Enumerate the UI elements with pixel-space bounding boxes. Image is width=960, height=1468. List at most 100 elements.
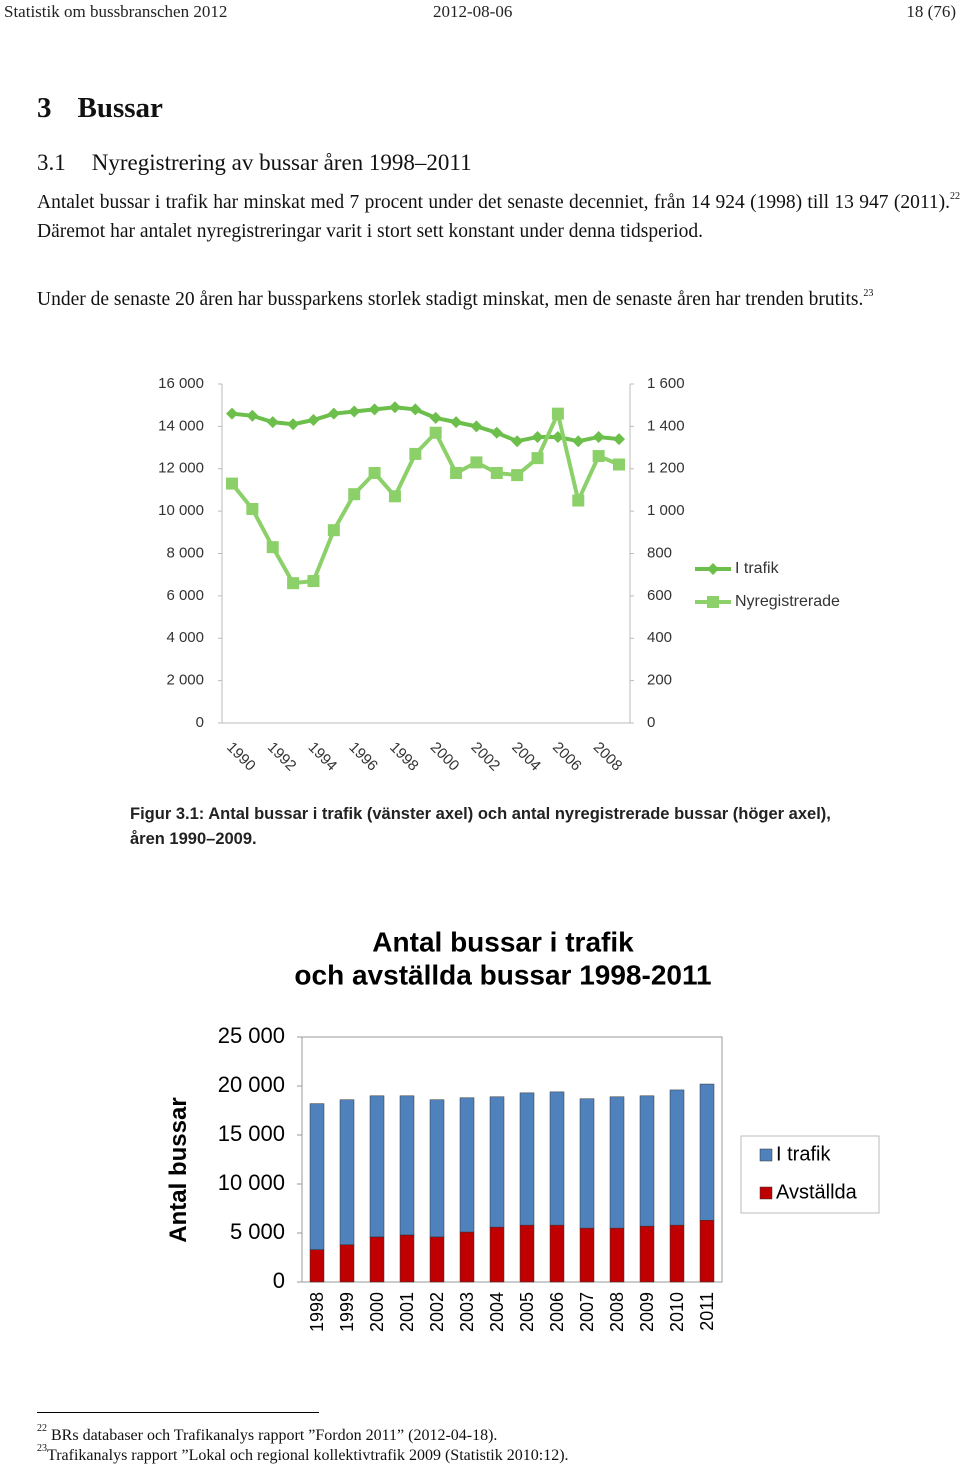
x-tick-label: 2002 <box>427 1292 447 1332</box>
y-tick-label: 12 000 <box>158 460 204 477</box>
text: Antalet bussar i trafik har minskat med … <box>37 192 950 213</box>
bar <box>519 1092 535 1226</box>
x-tick-label: 2007 <box>577 1292 597 1332</box>
marker <box>287 418 300 431</box>
x-tick-label: 2002 <box>468 739 504 775</box>
text: Däremot har antalet nyregistreringar var… <box>37 220 704 242</box>
x-tick-label: 2000 <box>427 739 463 775</box>
bar <box>339 1099 355 1246</box>
y-tick-label: 5 000 <box>230 1219 285 1244</box>
y-tick-label: 25 000 <box>218 1023 285 1048</box>
bar <box>549 1224 565 1283</box>
marker <box>388 401 401 414</box>
heading: 3 Bussar <box>37 92 163 125</box>
bar <box>639 1225 655 1283</box>
bar <box>699 1220 715 1283</box>
paragraph: Under de senaste 20 åren har bussparkens… <box>37 286 960 315</box>
x-tick-label: 2006 <box>549 739 585 775</box>
x-tick-label: 1998 <box>307 1292 327 1332</box>
bar <box>429 1236 445 1283</box>
y-axis-title: Antal bussar <box>165 1097 192 1242</box>
footnote-ref: 22 <box>950 191 960 202</box>
footnote: 23Trafikanalys rapport ”Lokal och region… <box>37 1444 569 1465</box>
x-tick-label: 2006 <box>547 1292 567 1332</box>
heading-number: 3 <box>37 92 52 124</box>
marker <box>348 405 361 418</box>
marker <box>226 477 238 490</box>
x-tick-label: 2008 <box>607 1292 627 1332</box>
x-tick-label: 2010 <box>667 1292 687 1332</box>
bar <box>399 1095 415 1236</box>
marker <box>287 577 300 590</box>
bar <box>519 1224 535 1283</box>
marker <box>429 411 442 424</box>
bar <box>339 1244 355 1283</box>
marker <box>572 435 585 448</box>
subheading: 3.1 Nyregistrering av bussar åren 1998–20… <box>37 150 472 176</box>
bar <box>549 1091 565 1226</box>
bar <box>579 1227 595 1283</box>
y-tick-label: 10 000 <box>158 502 204 519</box>
bar <box>579 1098 595 1229</box>
chart-title: Antal bussar i trafik <box>372 926 634 957</box>
text: Under de senaste 20 åren har bussparkens… <box>37 289 864 310</box>
marker <box>368 466 381 479</box>
marker <box>613 433 625 446</box>
bar <box>639 1095 655 1227</box>
y-tick-label: 2 000 <box>166 672 204 689</box>
marker <box>409 447 422 460</box>
y-tick-label: 20 000 <box>218 1072 285 1097</box>
legend-swatch <box>759 1148 773 1162</box>
marker <box>246 503 259 516</box>
footnote-number: 23 <box>37 1443 47 1454</box>
x-tick-label: 2005 <box>517 1292 537 1332</box>
marker <box>450 416 463 429</box>
x-tick-label: 2009 <box>637 1292 657 1332</box>
bar <box>399 1234 415 1283</box>
x-tick-label: 1999 <box>337 1292 357 1332</box>
legend-label: I trafik <box>735 560 780 577</box>
header-left: Statistik om bussbranschen 2012 <box>4 2 228 21</box>
marker <box>592 450 605 463</box>
legend-marker <box>707 563 719 575</box>
y-tick-label: 10 000 <box>218 1170 285 1195</box>
header-page: 18 (76) <box>906 2 956 21</box>
y2-tick-label: 1 400 <box>647 417 685 434</box>
marker <box>307 575 320 588</box>
legend-label: Nyregistrerade <box>735 593 840 610</box>
marker <box>266 416 279 429</box>
y2-tick-label: 1 200 <box>647 460 685 477</box>
bar <box>309 1103 325 1250</box>
heading-title: Bussar <box>77 92 163 124</box>
marker <box>572 494 585 507</box>
y2-tick-label: 400 <box>647 629 672 646</box>
marker <box>470 456 483 469</box>
footnote-text: Trafikanalys rapport ”Lokal och regional… <box>47 1447 569 1464</box>
bar <box>459 1231 475 1283</box>
marker <box>490 466 503 479</box>
x-tick-label: 2001 <box>397 1292 417 1332</box>
figure-caption: Figur 3.1: Antal bussar i trafik (vänste… <box>130 805 831 848</box>
chart-title: och avställda bussar 1998-2011 <box>294 959 711 990</box>
bar <box>609 1227 625 1283</box>
paragraph: Antalet bussar i trafik har minskat med … <box>37 189 960 246</box>
marker <box>613 458 625 471</box>
y2-tick-label: 800 <box>647 544 672 561</box>
marker <box>429 426 442 439</box>
marker <box>450 466 463 479</box>
marker <box>551 407 564 420</box>
legend-label: I trafik <box>776 1143 831 1165</box>
header-date: 2012-08-06 <box>433 2 513 21</box>
marker <box>511 435 524 448</box>
y-tick-label: 15 000 <box>218 1121 285 1146</box>
bar <box>489 1096 505 1228</box>
bar <box>369 1236 385 1283</box>
y-tick-label: 0 <box>196 714 204 731</box>
marker <box>511 469 524 482</box>
bar <box>369 1095 385 1238</box>
y-tick-label: 14 000 <box>158 417 204 434</box>
subheading-number: 3.1 <box>37 150 66 175</box>
marker <box>246 409 259 422</box>
